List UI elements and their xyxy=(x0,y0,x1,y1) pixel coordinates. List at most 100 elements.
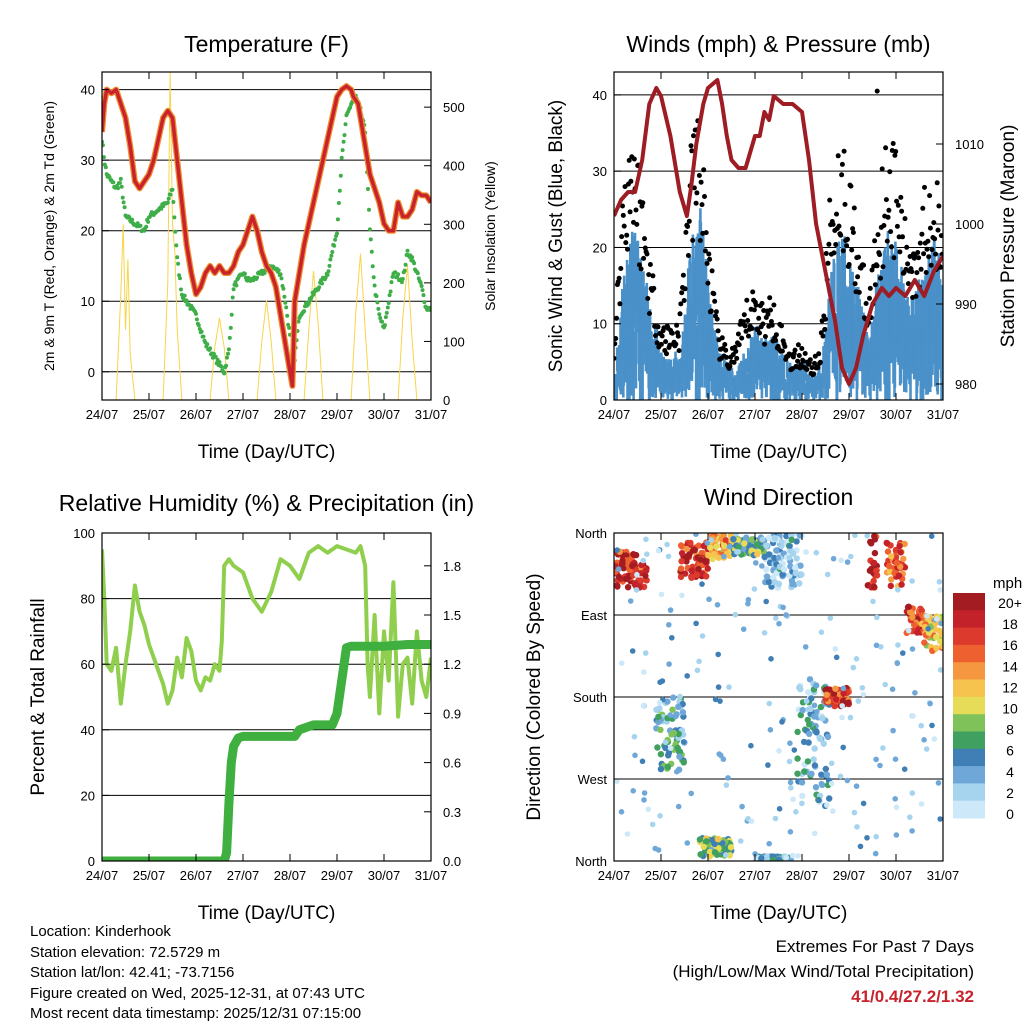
x-tick-label: 29/07 xyxy=(833,407,866,422)
colorbar-swatch xyxy=(953,696,985,715)
colorbar-label: 8 xyxy=(1006,722,1014,738)
gust-point xyxy=(852,281,858,287)
sonic-wind-bar xyxy=(935,280,939,349)
gust-point xyxy=(929,247,935,253)
data-layer xyxy=(102,72,431,400)
direction-point xyxy=(871,533,878,540)
colorbar-swatch xyxy=(953,679,985,698)
gust-point xyxy=(836,223,842,229)
sonic-wind-bar xyxy=(775,340,779,367)
dewpoint-point xyxy=(286,322,291,327)
x-tick-label: 24/07 xyxy=(86,868,119,883)
direction-point xyxy=(909,646,916,652)
gust-point xyxy=(914,270,920,276)
direction-point xyxy=(619,557,626,564)
dewpoint-point xyxy=(328,257,333,262)
gust-point xyxy=(932,236,938,242)
sonic-wind-bar xyxy=(873,316,876,359)
gust-point xyxy=(647,262,653,267)
gust-point xyxy=(841,148,847,154)
gust-point xyxy=(771,302,777,308)
direction-point xyxy=(675,730,682,738)
sonic-wind-bar xyxy=(835,333,839,399)
gust-point xyxy=(691,185,697,191)
direction-point xyxy=(718,752,724,759)
sonic-wind-bar xyxy=(713,330,717,363)
sonic-wind-bar xyxy=(770,337,774,365)
gust-point xyxy=(707,256,713,262)
direction-point xyxy=(905,603,912,610)
sonic-wind-bar xyxy=(892,277,896,345)
dewpoint-point xyxy=(325,272,330,277)
gust-point xyxy=(935,227,941,233)
direction-point xyxy=(900,555,907,563)
gust-point xyxy=(677,311,683,317)
gust-point xyxy=(923,270,929,275)
sonic-wind-bar xyxy=(939,285,942,342)
colorbar-swatch xyxy=(953,783,985,802)
sonic-wind-bar xyxy=(694,327,698,400)
direction-point xyxy=(820,740,827,747)
direction-point xyxy=(632,752,638,759)
direction-point xyxy=(824,733,832,740)
direction-point xyxy=(771,535,779,542)
direction-point xyxy=(703,573,710,580)
direction-point xyxy=(803,698,810,704)
sonic-wind-bar xyxy=(877,295,881,352)
y-tick-label: 0 xyxy=(88,854,95,869)
sonic-wind-bar xyxy=(919,346,923,400)
dewpoint-point xyxy=(178,276,182,281)
dewpoint-point xyxy=(306,300,311,305)
gust-point xyxy=(850,230,856,235)
direction-point xyxy=(793,538,800,545)
gust-point xyxy=(879,166,885,172)
direction-point xyxy=(684,840,691,846)
direction-point xyxy=(688,790,694,797)
sonic-wind-bar xyxy=(907,305,910,352)
gust-point xyxy=(842,201,848,207)
gust-point xyxy=(740,319,746,325)
direction-point xyxy=(783,854,790,861)
sonic-wind-bar xyxy=(936,329,939,395)
gust-point xyxy=(916,255,922,261)
gust-point xyxy=(820,333,826,339)
sonic-wind-bar xyxy=(903,339,907,389)
y-axis-label: Sonic Wind & Gust (Blue, Black) xyxy=(546,100,567,372)
gust-point xyxy=(658,341,664,347)
x-tick-label: 29/07 xyxy=(321,407,354,422)
dewpoint-point xyxy=(231,287,236,292)
extremes-title: Extremes For Past 7 Days xyxy=(775,937,974,956)
dewpoint-point xyxy=(338,173,343,178)
direction-point xyxy=(672,712,679,720)
sonic-wind-bar xyxy=(640,315,643,374)
direction-point xyxy=(796,533,803,539)
x-tick-label: 26/07 xyxy=(692,868,725,883)
x-tick-label: 26/07 xyxy=(180,868,213,883)
direction-point xyxy=(840,685,847,692)
dewpoint-point xyxy=(121,200,126,205)
gust-point xyxy=(773,337,779,343)
direction-point xyxy=(909,790,916,796)
direction-point xyxy=(717,698,723,704)
colorbar-label: 14 xyxy=(1002,658,1018,674)
gust-point xyxy=(616,275,622,281)
gust-point xyxy=(628,178,634,184)
direction-point xyxy=(670,729,678,737)
dewpoint-point xyxy=(175,255,180,260)
direction-point xyxy=(696,836,704,843)
dewpoint-point xyxy=(330,250,335,254)
direction-point xyxy=(871,549,879,557)
direction-point xyxy=(923,746,930,752)
sonic-wind-bar xyxy=(794,367,798,382)
gust-point xyxy=(701,167,707,173)
direction-point xyxy=(907,814,913,820)
dewpoint-point xyxy=(119,184,124,189)
dewpoint-point xyxy=(366,187,370,191)
colorbar-title: mph xyxy=(993,575,1022,592)
direction-point xyxy=(938,631,943,638)
gust-point xyxy=(753,302,759,308)
direction-point xyxy=(694,667,701,674)
sonic-wind-bar xyxy=(747,376,751,400)
direction-point xyxy=(804,758,812,765)
direction-point xyxy=(693,620,699,627)
